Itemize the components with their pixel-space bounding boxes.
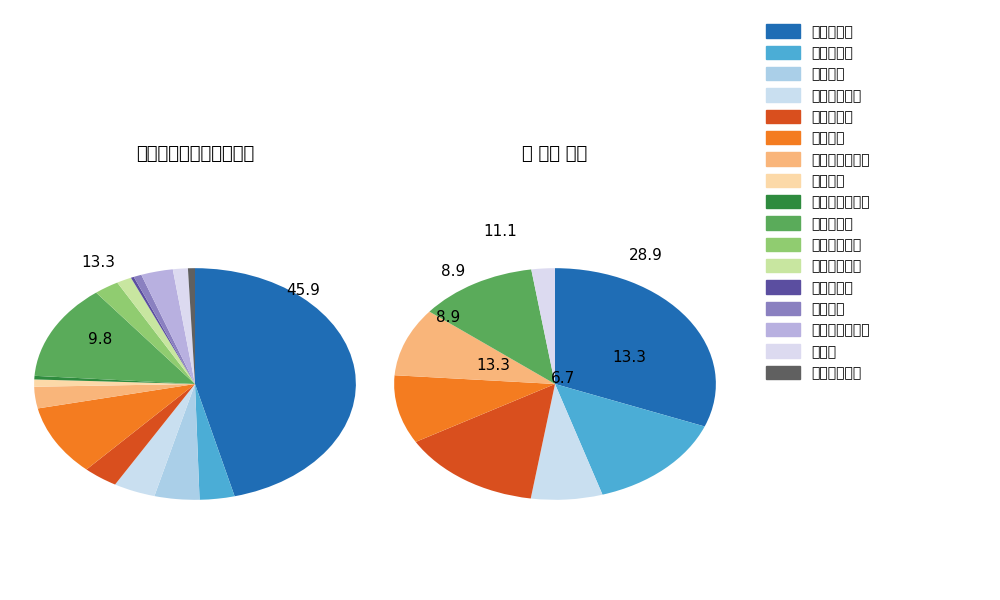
Wedge shape	[34, 379, 195, 387]
Wedge shape	[154, 384, 200, 500]
Wedge shape	[141, 269, 195, 384]
Wedge shape	[195, 384, 235, 500]
Text: 13.3: 13.3	[612, 350, 646, 365]
Wedge shape	[34, 384, 195, 409]
Text: 11.1: 11.1	[484, 224, 517, 239]
Wedge shape	[115, 384, 195, 496]
Wedge shape	[38, 384, 195, 469]
Wedge shape	[188, 268, 195, 384]
Title: パ・リーグ全プレイヤー: パ・リーグ全プレイヤー	[136, 145, 254, 163]
Wedge shape	[131, 277, 195, 384]
Wedge shape	[555, 384, 705, 494]
Wedge shape	[531, 268, 555, 384]
Wedge shape	[555, 268, 716, 427]
Legend: ストレート, ツーシーム, シュート, カットボール, スプリット, フォーク, チェンジアップ, シンカー, 高速スライダー, スライダー, 縦スライダー, : ストレート, ツーシーム, シュート, カットボール, スプリット, フォーク,…	[760, 19, 876, 386]
Wedge shape	[34, 376, 195, 384]
Wedge shape	[394, 375, 555, 442]
Wedge shape	[35, 293, 195, 384]
Text: 13.3: 13.3	[476, 358, 510, 373]
Text: 45.9: 45.9	[287, 283, 320, 298]
Wedge shape	[531, 384, 602, 500]
Text: 9.8: 9.8	[88, 332, 112, 347]
Text: 8.9: 8.9	[436, 310, 460, 325]
Wedge shape	[173, 268, 195, 384]
Wedge shape	[429, 269, 555, 384]
Text: 8.9: 8.9	[441, 263, 465, 278]
Wedge shape	[416, 384, 555, 499]
Wedge shape	[96, 283, 195, 384]
Text: 6.7: 6.7	[551, 371, 575, 386]
Wedge shape	[117, 278, 195, 384]
Wedge shape	[86, 384, 195, 485]
Title: 宗 佑磨 選手: 宗 佑磨 選手	[522, 145, 588, 163]
Wedge shape	[134, 275, 195, 384]
Text: 13.3: 13.3	[81, 256, 115, 271]
Text: 28.9: 28.9	[628, 248, 662, 263]
Wedge shape	[395, 311, 555, 384]
Wedge shape	[195, 268, 356, 496]
